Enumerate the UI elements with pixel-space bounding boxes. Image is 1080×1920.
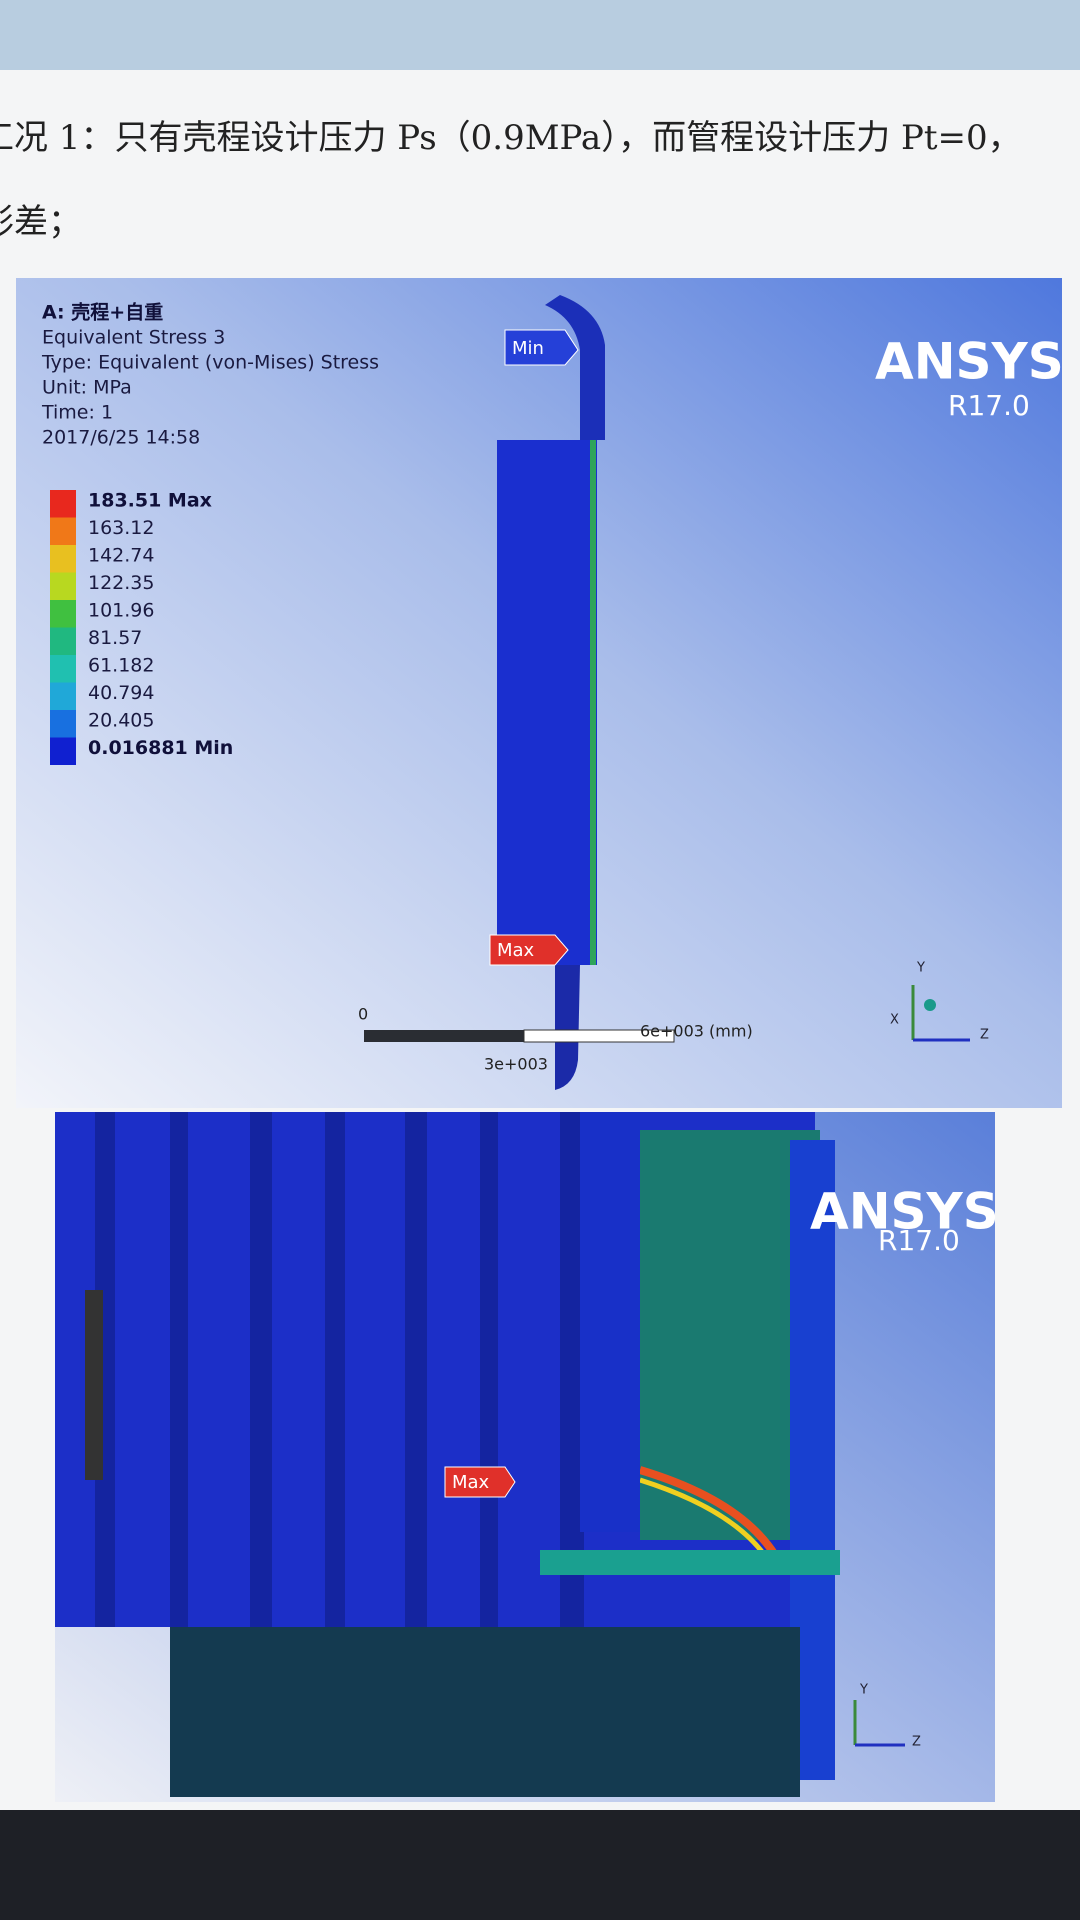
base bbox=[170, 1627, 800, 1797]
legend-label: 81.57 bbox=[88, 627, 142, 649]
legend-swatch bbox=[50, 710, 76, 738]
scale-bar-dark bbox=[364, 1030, 524, 1042]
taskbar bbox=[0, 1810, 1080, 1920]
min-label: Min bbox=[512, 338, 544, 359]
scale-label: 0 bbox=[358, 1005, 368, 1024]
legend-label: 61.182 bbox=[88, 655, 154, 677]
ansys-logo: ANSYS bbox=[875, 333, 1064, 391]
shell-edge bbox=[590, 440, 596, 965]
legend-label: 122.35 bbox=[88, 572, 154, 594]
scale-bar-light bbox=[523, 1029, 675, 1043]
legend-label: 101.96 bbox=[88, 600, 154, 622]
header-line: 2017/6/25 14:58 bbox=[42, 427, 200, 449]
axis-label: Y bbox=[916, 961, 925, 976]
max-label: Max bbox=[497, 940, 535, 961]
header-line: Equivalent Stress 3 bbox=[42, 327, 225, 349]
header-line: Unit: MPa bbox=[42, 377, 132, 399]
legend-label: 0.016881 Min bbox=[88, 737, 233, 759]
legend-label: 163.12 bbox=[88, 517, 154, 539]
axis-label: Z bbox=[980, 1028, 989, 1043]
legend-label: 142.74 bbox=[88, 545, 154, 567]
legend-swatch bbox=[50, 627, 76, 655]
axis-label: Z bbox=[912, 1735, 921, 1750]
figure-1: Min Max 0 3e+003 6e+003 (mm) ANSYS R17.0… bbox=[16, 278, 1064, 1108]
shell-body bbox=[497, 440, 597, 965]
legend-label: 40.794 bbox=[88, 682, 154, 704]
legend-swatch bbox=[50, 545, 76, 573]
ansys-version: R17.0 bbox=[948, 389, 1030, 422]
max-label: Max bbox=[452, 1472, 490, 1493]
legend-swatch bbox=[50, 655, 76, 683]
ansys-version: R17.0 bbox=[878, 1224, 960, 1257]
legend-label: 183.51 Max bbox=[88, 490, 212, 512]
legend-label: 20.405 bbox=[88, 710, 154, 732]
window-bar bbox=[0, 0, 1080, 80]
legend-swatch bbox=[50, 517, 76, 545]
paragraph-line: 工况 1：只有壳程设计压力 Ps（0.9MPa），而管程设计压力 Pt=0， bbox=[0, 118, 1022, 158]
figure-2: Max ANSYS R17.0 Y Z bbox=[55, 1112, 999, 1802]
tube bbox=[580, 1112, 640, 1532]
shell-top bbox=[545, 295, 605, 440]
header-line: A: 壳程+自重 bbox=[42, 301, 163, 324]
axis-label: X bbox=[890, 1013, 899, 1028]
min-tag bbox=[504, 329, 579, 366]
scale-label: 6e+003 (mm) bbox=[640, 1022, 753, 1041]
legend-swatch bbox=[50, 682, 76, 710]
ansys-logo: ANSYS bbox=[810, 1183, 999, 1241]
legend-swatch bbox=[50, 490, 76, 518]
paragraph-line: 形差； bbox=[0, 202, 82, 242]
legend-swatch bbox=[50, 572, 76, 600]
max-tag bbox=[489, 934, 569, 966]
header-line: Type: Equivalent (von-Mises) Stress bbox=[41, 352, 379, 374]
max-tag bbox=[444, 1466, 516, 1498]
shell-bottom bbox=[555, 965, 580, 1090]
header-line: Time: 1 bbox=[41, 402, 113, 424]
scale-label: 3e+003 bbox=[484, 1055, 548, 1074]
legend-swatch bbox=[50, 737, 76, 765]
legend-swatch bbox=[50, 600, 76, 628]
axis-label: Y bbox=[859, 1683, 868, 1698]
